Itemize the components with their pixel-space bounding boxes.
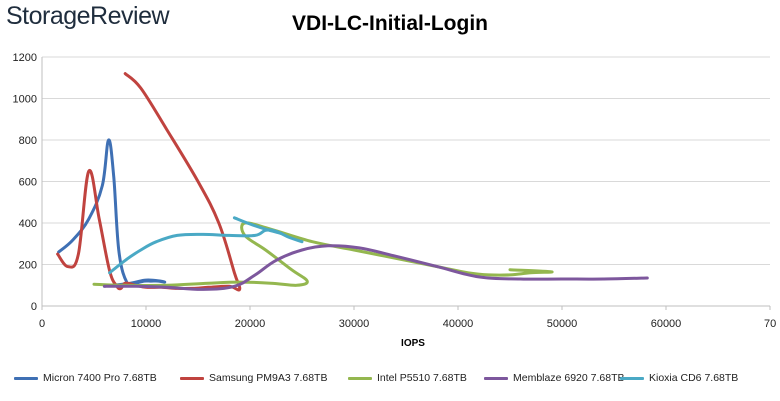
x-tick-label: 30000 [339, 318, 370, 330]
series-line-0 [57, 138, 167, 288]
line-chart: 0 200 400 600 800 1000 1200 0 10000 20000 30000 400… [13, 52, 777, 330]
legend-item: Micron 7400 Pro 7.68TB [14, 372, 157, 384]
axes [41, 57, 771, 310]
legend-swatch [620, 376, 644, 380]
y-tick-label: 1000 [13, 94, 37, 106]
x-tick-label: 40000 [443, 318, 474, 330]
x-tick-label: 60000 [651, 318, 682, 330]
chart-title: VDI-LC-Initial-Login [292, 12, 488, 35]
series-lines [56, 72, 649, 292]
x-tick-label: 20000 [235, 318, 266, 330]
legend-label: Kioxia CD6 7.68TB [649, 372, 739, 384]
y-tick-label: 400 [19, 218, 37, 230]
legend-swatch [14, 376, 38, 380]
legend-swatch [348, 376, 372, 380]
gridlines [42, 56, 770, 265]
legend-label: Samsung PM9A3 7.68TB [209, 372, 328, 384]
legend-item: Intel P5510 7.68TB [348, 372, 467, 384]
y-tick-label: 1200 [13, 52, 37, 64]
y-tick-label: 200 [19, 260, 37, 272]
legend-swatch [180, 376, 204, 380]
x-tick-label: 0 [39, 318, 45, 330]
legend-label: Micron 7400 Pro 7.68TB [43, 372, 157, 384]
series-line-3 [102, 244, 649, 291]
x-tick-label: 70 [764, 318, 776, 330]
storagereview-logo: StorageReview [6, 2, 170, 30]
legend-label: Intel P5510 7.68TB [377, 372, 467, 384]
y-tick-label: 800 [19, 135, 37, 147]
y-tick-label: 600 [19, 177, 37, 189]
series-line-4 [108, 228, 304, 275]
legend-item: Memblaze 6920 7.68TB [484, 372, 624, 384]
legend-label: Memblaze 6920 7.68TB [513, 372, 625, 384]
legend-item: Kioxia CD6 7.68TB [620, 372, 738, 384]
y-tick-label: 0 [31, 301, 37, 313]
series-line-5 [232, 216, 283, 235]
legend: Micron 7400 Pro 7.68TB Samsung PM9A3 7.68… [0, 372, 780, 394]
x-tick-label: 10000 [131, 318, 162, 330]
legend-item: Samsung PM9A3 7.68TB [180, 372, 327, 384]
tick-labels: 0 200 400 600 800 1000 1200 0 10000 20000 30000 400… [13, 52, 777, 330]
x-axis-label: IOPS [401, 338, 425, 349]
x-tick-label: 50000 [547, 318, 578, 330]
legend-swatch [484, 376, 508, 380]
